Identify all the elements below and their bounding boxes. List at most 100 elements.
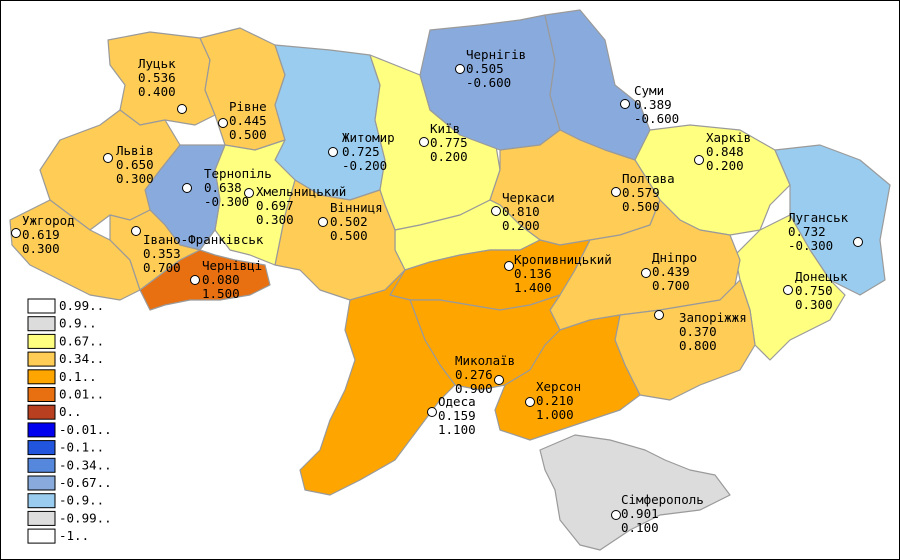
city-value: 0.810 <box>502 204 540 219</box>
city-dot-icon[interactable] <box>494 375 504 385</box>
city-dot-icon[interactable] <box>654 310 664 320</box>
region-luhansk[interactable] <box>774 144 891 296</box>
city-value: 0.650 <box>116 157 154 172</box>
city-value: 0.750 <box>795 283 833 298</box>
legend-swatch <box>27 369 56 385</box>
city-dot-icon[interactable] <box>328 147 338 157</box>
city-name: Дніпро <box>652 250 697 265</box>
city-dot-icon[interactable] <box>419 137 429 147</box>
city-value: 0.445 <box>229 113 267 128</box>
legend-label: -0.99.. <box>59 510 112 525</box>
city-value: 0.502 <box>330 214 368 229</box>
city-value: -0.300 <box>788 238 833 253</box>
city-name: Херсон <box>536 379 581 394</box>
city-dot-icon[interactable] <box>318 217 328 227</box>
city-dot-icon[interactable] <box>244 188 254 198</box>
city-dot-icon[interactable] <box>491 206 501 216</box>
city-value: 0.848 <box>706 144 744 159</box>
city-value: -0.300 <box>204 194 249 209</box>
city-value: 0.400 <box>138 84 176 99</box>
region-odesa[interactable] <box>299 269 456 496</box>
legend-label: 0.34.. <box>59 351 104 366</box>
city-name: Львів <box>116 143 154 158</box>
legend-swatch <box>27 351 56 367</box>
region-crimea[interactable] <box>539 434 731 551</box>
legend-swatch <box>27 457 56 473</box>
legend-label: 0.67.. <box>59 333 104 348</box>
legend-label: 0.99.. <box>59 298 104 313</box>
city-value: 0.500 <box>229 127 267 142</box>
legend-swatch <box>27 422 56 438</box>
city-value: 1.400 <box>514 280 552 295</box>
city-value: 0.619 <box>22 227 60 242</box>
city-dot-icon[interactable] <box>525 397 535 407</box>
city-value: 0.080 <box>202 272 240 287</box>
city-dot-icon[interactable] <box>218 118 228 128</box>
city-value: 0.100 <box>621 520 659 535</box>
city-value: 0.159 <box>438 408 476 423</box>
city-dot-icon[interactable] <box>611 187 621 197</box>
city-value: 0.300 <box>116 171 154 186</box>
legend-swatch <box>27 404 56 420</box>
legend-swatch <box>27 387 56 402</box>
legend-label: 0.1.. <box>59 369 97 384</box>
city-dot-icon[interactable] <box>103 153 113 163</box>
city-name: Одеса <box>438 394 476 409</box>
city-dot-icon[interactable] <box>427 407 437 417</box>
legend: 0.99.. 0.9.. 0.67.. 0.34.. 0.1.. 0.01.. 0.. -0.… <box>27 298 112 544</box>
city-dot-icon[interactable] <box>504 261 514 271</box>
city-name: Полтава <box>622 171 675 186</box>
city-name: Запоріжжя <box>679 310 747 325</box>
city-name: Ужгород <box>22 213 75 228</box>
city-dot-icon[interactable] <box>455 64 465 74</box>
city-value: 0.725 <box>342 144 380 159</box>
city-dot-icon[interactable] <box>11 228 21 238</box>
city-dot-icon[interactable] <box>190 275 200 285</box>
legend-swatch <box>27 440 56 456</box>
city-dot-icon[interactable] <box>611 510 621 520</box>
city-dot-icon[interactable] <box>620 99 630 109</box>
legend-label: 0.9.. <box>59 316 97 331</box>
city-value: 0.300 <box>22 241 60 256</box>
city-dot-icon[interactable] <box>853 237 863 247</box>
city-value: 0.700 <box>652 278 690 293</box>
region-chernivtsi[interactable] <box>139 249 271 311</box>
city-dot-icon[interactable] <box>177 104 187 114</box>
city-dot-icon[interactable] <box>131 226 141 236</box>
legend-swatch <box>27 333 56 349</box>
city-dot-icon[interactable] <box>641 268 651 278</box>
city-value: 0.200 <box>706 158 744 173</box>
city-dot-icon[interactable] <box>694 155 704 165</box>
region-kherson[interactable] <box>494 314 641 441</box>
city-value: 0.370 <box>679 324 717 339</box>
city-dot-icon[interactable] <box>783 285 793 295</box>
city-dot-icon[interactable] <box>182 183 192 193</box>
